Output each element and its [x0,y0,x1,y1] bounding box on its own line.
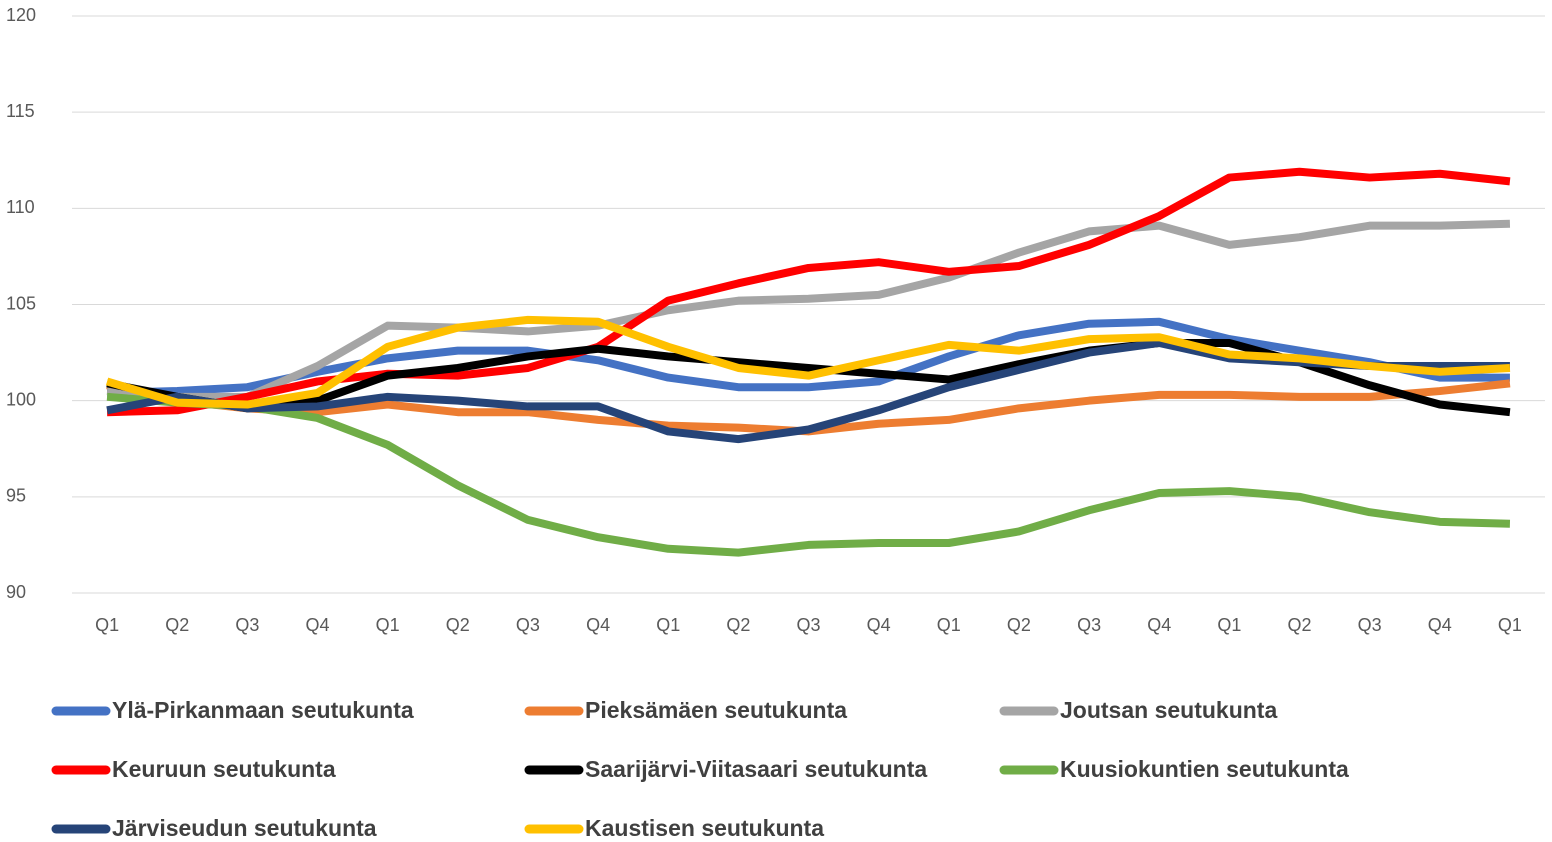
x-tick-label: Q4 [586,615,610,635]
legend-label: Kaustisen seutukunta [585,815,824,841]
y-tick-label: 95 [6,486,26,506]
x-tick-label: Q1 [937,615,961,635]
x-tick-label: Q2 [1007,615,1031,635]
series-line [106,392,1511,557]
x-tick-label: Q4 [1428,615,1452,635]
y-tick-label: 90 [6,582,26,602]
x-tick-label: Q3 [235,615,259,635]
x-tick-label: Q4 [867,615,891,635]
series-line [106,317,1510,397]
x-tick-label: Q3 [1077,615,1101,635]
x-tick-label: Q2 [446,615,470,635]
x-tick-label: Q1 [376,615,400,635]
x-tick-label: Q1 [656,615,680,635]
y-tick-label: 120 [6,5,36,25]
x-tick-label: Q4 [305,615,329,635]
x-tick-label: Q2 [1287,615,1311,635]
x-tick-label: Q4 [1147,615,1171,635]
legend-label: Saarijärvi-Viitasaari seutukunta [585,756,927,782]
legend-label: Pieksämäen seutukunta [585,697,847,723]
x-tick-label: Q1 [1217,615,1241,635]
x-tick-label: Q2 [165,615,189,635]
x-tick-label: Q2 [726,615,750,635]
y-tick-label: 115 [6,101,35,121]
y-tick-label: 100 [6,389,36,409]
series-line [105,315,1511,409]
x-tick-label: Q1 [95,615,119,635]
x-tick-label: Q3 [796,615,820,635]
y-tick-label: 110 [6,197,35,217]
x-tick-label: Q3 [516,615,540,635]
series-line [106,219,1511,401]
legend-label: Ylä-Pirkanmaan seutukunta [112,697,414,723]
x-tick-label: Q1 [1498,615,1522,635]
legend-label: Järviseudun seutukunta [112,815,377,841]
legend-label: Keuruun seutukunta [112,756,336,782]
legend-label: Joutsan seutukunta [1060,697,1277,723]
x-tick-label: Q3 [1358,615,1382,635]
legend-label: Kuusiokuntien seutukunta [1060,756,1349,782]
y-tick-label: 105 [6,293,36,313]
